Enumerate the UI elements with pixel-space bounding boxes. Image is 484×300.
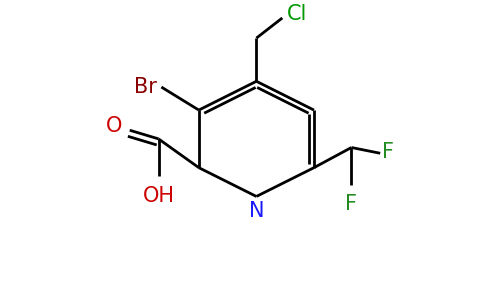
Text: Br: Br — [134, 77, 157, 97]
Text: N: N — [249, 201, 264, 221]
Text: OH: OH — [142, 186, 175, 206]
Text: O: O — [106, 116, 122, 136]
Text: F: F — [382, 142, 393, 162]
Text: Cl: Cl — [287, 4, 307, 24]
Text: F: F — [346, 194, 357, 214]
